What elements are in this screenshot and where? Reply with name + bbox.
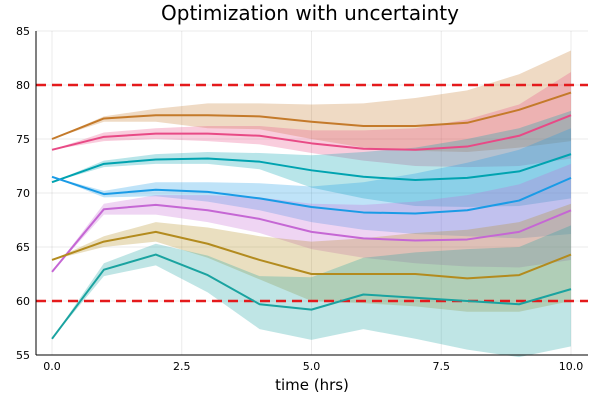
- series-line-1: [51, 91, 572, 140]
- series-line-3: [51, 153, 572, 184]
- uncertainty-band-7: [52, 225, 571, 358]
- y-tick-label: 80: [16, 79, 30, 92]
- x-tick-label: 5.0: [303, 360, 321, 373]
- axes: 0.0 2.5 5.0 7.5 10.0 55 60 65 70 75 80 85: [16, 25, 588, 373]
- series-lines: [51, 91, 572, 340]
- y-tick-label: 65: [16, 241, 30, 254]
- uncertainty-bands: [52, 50, 571, 358]
- uncertainty-band-4: [52, 128, 571, 239]
- series-line-5: [51, 203, 572, 273]
- uncertainty-band-2: [52, 72, 571, 168]
- uncertainty-band-6: [52, 203, 571, 312]
- series-line-2: [51, 114, 572, 151]
- uncertainty-band-5: [52, 163, 571, 272]
- y-tick-label: 55: [16, 349, 30, 362]
- reference-lines: [36, 83, 588, 303]
- x-tick-label: 0.0: [43, 360, 61, 373]
- y-tick-label: 75: [16, 133, 30, 146]
- chart-title: Optimization with uncertainty: [161, 1, 459, 25]
- y-tick-label: 70: [16, 187, 30, 200]
- series-line-7: [51, 253, 572, 340]
- x-tick-label: 2.5: [173, 360, 191, 373]
- series-line-6: [51, 230, 572, 280]
- y-tick-label: 85: [16, 25, 30, 38]
- x-axis-label: time (hrs): [275, 376, 349, 394]
- y-tick-label: 60: [16, 295, 30, 308]
- uncertainty-band-3: [52, 110, 571, 208]
- x-tick-label: 7.5: [433, 360, 451, 373]
- x-tick-label: 10.0: [559, 360, 584, 373]
- series-line-4: [51, 175, 572, 215]
- uncertainty-band-1: [52, 50, 571, 152]
